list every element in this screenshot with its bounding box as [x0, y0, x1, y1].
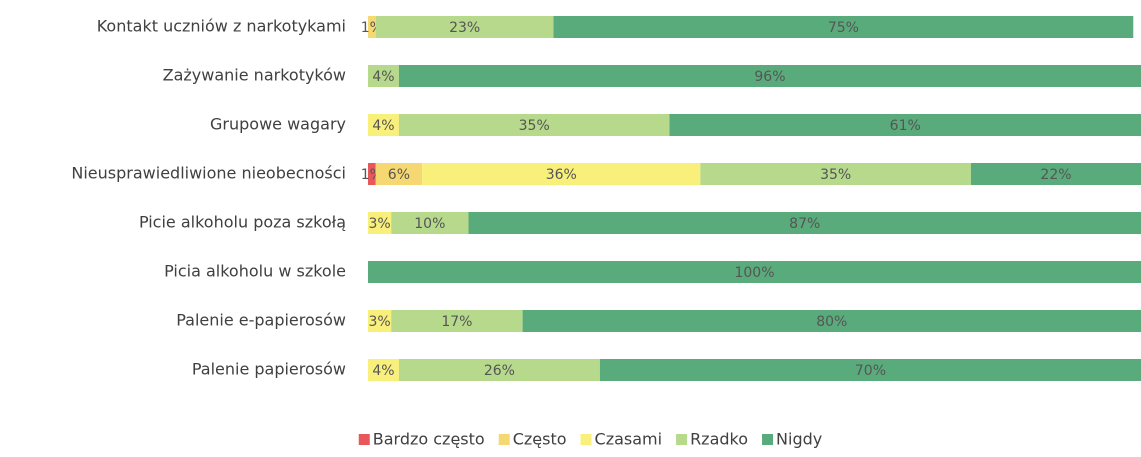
value-label: 96% [754, 69, 785, 85]
legend-label: Często [513, 430, 567, 449]
bar-segment [368, 359, 399, 381]
value-label: 4% [372, 69, 394, 85]
category-label: Palenie e-papierosów [176, 311, 346, 330]
value-label: 75% [828, 20, 859, 36]
legend-swatch [580, 434, 592, 445]
bar-segment [391, 212, 469, 234]
bar-segment [700, 163, 971, 185]
value-label: 100% [734, 265, 774, 281]
value-label: 17% [441, 314, 472, 330]
bar-segment [599, 359, 1141, 381]
bar-segment [368, 212, 392, 234]
value-label: 4% [372, 118, 394, 134]
bar-segment [522, 310, 1141, 332]
bar-segment [368, 16, 376, 38]
category-label: Kontakt uczniów z narkotykami [97, 17, 346, 36]
bar-segment [375, 163, 423, 185]
category-label: Grupowe wagary [210, 115, 346, 134]
legend-label: Bardzo często [373, 430, 485, 449]
category-label: Picia alkoholu w szkole [164, 262, 346, 281]
value-label: 23% [449, 20, 480, 36]
legend-swatch [676, 434, 688, 445]
legend-swatch [498, 434, 510, 445]
bar-segment [368, 114, 399, 136]
value-label: 35% [519, 118, 550, 134]
legend-label: Czasami [595, 430, 663, 449]
value-label: 4% [372, 363, 394, 379]
legend-swatch [358, 434, 370, 445]
value-label: 35% [820, 167, 851, 183]
bar-segment [970, 163, 1141, 185]
bar-segment [368, 65, 399, 87]
value-label: 80% [816, 314, 847, 330]
bar-segment [398, 114, 670, 136]
category-label: Picie alkoholu poza szkołą [139, 213, 346, 232]
bar-segment [368, 310, 392, 332]
category-label: Zażywanie narkotyków [163, 66, 346, 85]
bar-segment [398, 359, 600, 381]
category-label: Nieusprawiedliwione nieobecności [71, 164, 346, 183]
bar-segment [375, 16, 554, 38]
category-label: Palenie papierosów [192, 360, 346, 379]
bar-segment [422, 163, 701, 185]
value-label: 22% [1040, 167, 1071, 183]
bar-segment [398, 65, 1141, 87]
legend-swatch [762, 434, 774, 445]
value-label: 70% [855, 363, 886, 379]
value-label: 3% [368, 216, 390, 232]
value-label: 10% [414, 216, 445, 232]
value-label: 6% [388, 167, 410, 183]
bar-segment [669, 114, 1141, 136]
bar-segment [368, 163, 376, 185]
bar-segment [368, 261, 1141, 283]
bar-segment [391, 310, 523, 332]
value-label: 87% [789, 216, 820, 232]
value-label: 3% [368, 314, 390, 330]
legend-label: Rzadko [690, 430, 748, 449]
bar-segment [553, 16, 1134, 38]
bar-segment [468, 212, 1141, 234]
value-label: 26% [484, 363, 515, 379]
legend-label: Nigdy [776, 430, 822, 449]
value-label: 36% [546, 167, 577, 183]
value-label: 61% [890, 118, 921, 134]
